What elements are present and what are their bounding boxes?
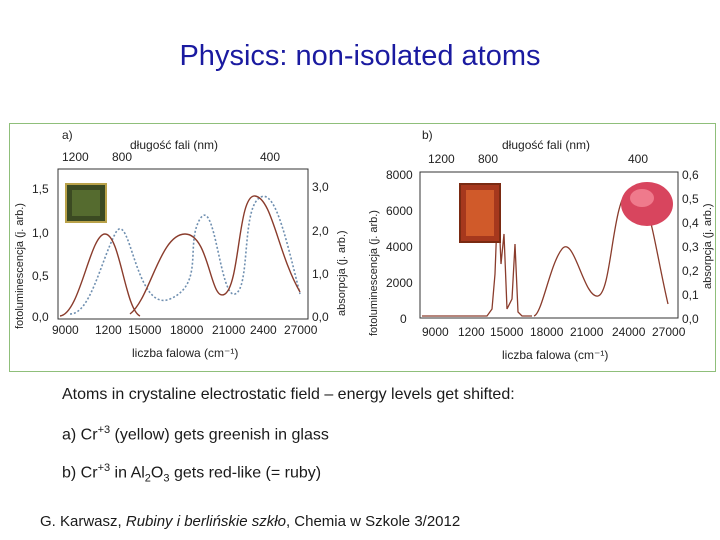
panel-a-bottom-tick: 9000 bbox=[52, 323, 79, 337]
panel-a-glass-highlight bbox=[72, 190, 100, 216]
panel-b-right-tick: 0,0 bbox=[682, 312, 699, 326]
panel-a-letter: a) bbox=[62, 128, 73, 142]
panel-b-left-tick: 8000 bbox=[386, 168, 413, 182]
line3-prefix: b) Cr bbox=[62, 464, 98, 482]
spectra-figure: a) długość fali (nm) 1200 800 400 1,5 1,… bbox=[9, 123, 716, 372]
panel-a-left-tick: 1,0 bbox=[32, 226, 49, 240]
panel-b-top-tick: 800 bbox=[478, 152, 499, 166]
panel-b-ruby-highlight bbox=[630, 189, 654, 207]
citation-author: G. Karwasz, bbox=[40, 513, 126, 530]
panel-b-letter: b) bbox=[422, 128, 433, 142]
panel-a-bottom-tick: 18000 bbox=[170, 323, 204, 337]
panel-a-left-tick: 0,0 bbox=[32, 310, 49, 324]
panel-a-bottom-axis-title: liczba falowa (cm⁻¹) bbox=[132, 346, 239, 360]
page-title: Physics: non-isolated atoms bbox=[179, 40, 541, 72]
panel-b-bottom-tick: 24000 bbox=[612, 325, 646, 339]
line2-suffix: (yellow) gets greenish in glass bbox=[110, 426, 329, 444]
panel-a-top-axis-title: długość fali (nm) bbox=[130, 138, 219, 152]
panel-b-top-tick: 400 bbox=[628, 152, 649, 166]
panel-b-bottom-tick: 1200 bbox=[458, 325, 485, 339]
panel-a: a) długość fali (nm) 1200 800 400 1,5 1,… bbox=[10, 124, 350, 371]
panel-a-frame bbox=[57, 168, 309, 320]
body-line-2: a) Cr+3 (yellow) gets greenish in glass bbox=[62, 424, 329, 444]
panel-b-top-axis-title: długość fali (nm) bbox=[502, 138, 591, 152]
panel-a-bottom-tick: 27000 bbox=[284, 323, 318, 337]
panel-a-bottom-tick: 1200 bbox=[95, 323, 122, 337]
panel-b-bottom-axis-title: liczba falowa (cm⁻¹) bbox=[502, 348, 609, 362]
panel-a-left-tick: 1,5 bbox=[32, 182, 49, 196]
panel-a-right-axis-label: absorpcja (j. arb.) bbox=[336, 230, 348, 316]
panel-a-bottom-tick: 21000 bbox=[212, 323, 246, 337]
panel-a-right-tick: 3,0 bbox=[312, 180, 329, 194]
panel-b-top-tick: 1200 bbox=[428, 152, 455, 166]
panel-a-plot bbox=[57, 168, 309, 320]
panel-a-top-tick: 400 bbox=[260, 150, 281, 164]
panel-b-left-tick: 4000 bbox=[386, 240, 413, 254]
panel-a-absorption-bands bbox=[129, 195, 301, 315]
panel-a-right-tick: 0,0 bbox=[312, 310, 329, 324]
panel-b-right-tick: 0,3 bbox=[682, 240, 699, 254]
panel-b-right-tick: 0,4 bbox=[682, 216, 699, 230]
panel-a-bottom-tick: 15000 bbox=[128, 323, 162, 337]
panel-b-bottom-tick: 18000 bbox=[530, 325, 564, 339]
panel-b-right-axis-label: absorpcja (j. arb.) bbox=[702, 203, 714, 289]
panel-a-left-axis-label: fotoluminescencja (j. arb.) bbox=[14, 203, 26, 329]
line3-charge: +3 bbox=[97, 462, 111, 474]
panel-a-top-tick: 1200 bbox=[62, 150, 89, 164]
citation-work: Rubiny i berlińskie szkło bbox=[125, 513, 286, 530]
panel-b-left-tick: 0 bbox=[400, 312, 407, 326]
panel-b-left-tick: 2000 bbox=[386, 276, 413, 290]
panel-a-right-tick: 2,0 bbox=[312, 224, 329, 238]
line2-prefix: a) Cr bbox=[62, 426, 98, 444]
panel-b-bottom-tick: 21000 bbox=[570, 325, 604, 339]
panel-b-right-tick: 0,6 bbox=[682, 168, 699, 182]
body-line-3: b) Cr+3 in Al2O3 gets red-like (= ruby) bbox=[62, 462, 321, 485]
citation-source: , Chemia w Szkole 3/2012 bbox=[285, 513, 461, 530]
line3-sub1: 2 bbox=[144, 472, 151, 485]
panel-a-top-tick: 800 bbox=[112, 150, 133, 164]
citation: G. Karwasz, Rubiny i berlińskie szkło, C… bbox=[40, 513, 460, 530]
panel-a-bottom-tick: 2400 bbox=[250, 323, 277, 337]
panel-b-bottom-tick: 15000 bbox=[490, 325, 524, 339]
line3-mid1: in Al bbox=[110, 464, 145, 482]
line3-suffix: gets red-like (= ruby) bbox=[169, 464, 322, 482]
panel-b-luminescence-curve bbox=[422, 193, 532, 317]
line2-charge: +3 bbox=[97, 424, 111, 436]
panel-b-right-tick: 0,2 bbox=[682, 264, 699, 278]
panel-b-bottom-tick: 9000 bbox=[422, 325, 449, 339]
panel-a-luminescence-curve bbox=[59, 233, 141, 317]
line3-mid2: O bbox=[150, 464, 164, 482]
panel-b-right-tick: 0,5 bbox=[682, 192, 699, 206]
body-line-1: Atoms in crystaline electrostatic field … bbox=[62, 386, 515, 403]
panel-b-left-tick: 6000 bbox=[386, 204, 413, 218]
panel-b-bottom-tick: 27000 bbox=[652, 325, 686, 339]
panel-b-crystal-highlight bbox=[466, 190, 494, 236]
panel-a-right-tick: 1,0 bbox=[312, 267, 329, 281]
panel-b-right-tick: 0,1 bbox=[682, 288, 699, 302]
panel-b: b) długość fali (nm) 1200 800 400 8000 6… bbox=[362, 124, 714, 371]
panel-b-left-axis-label: fotoluminescencja (j. arb.) bbox=[368, 210, 380, 336]
panel-b-plot bbox=[419, 171, 679, 319]
panel-a-left-tick: 0,5 bbox=[32, 269, 49, 283]
panel-b-frame bbox=[419, 171, 679, 319]
line3-sub2: 3 bbox=[163, 472, 170, 485]
